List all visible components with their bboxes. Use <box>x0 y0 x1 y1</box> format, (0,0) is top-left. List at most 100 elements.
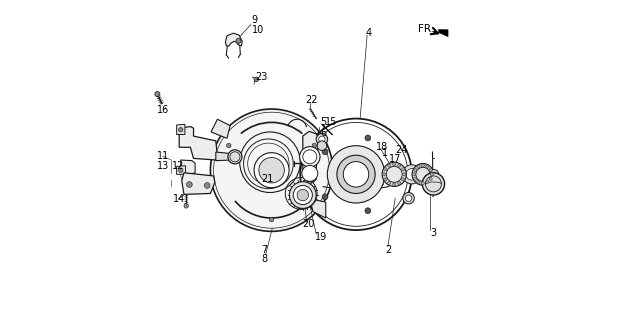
Circle shape <box>382 173 386 176</box>
Circle shape <box>429 168 432 172</box>
Polygon shape <box>211 119 230 138</box>
Circle shape <box>406 169 418 180</box>
Polygon shape <box>216 152 234 161</box>
Text: 23: 23 <box>255 72 268 82</box>
Circle shape <box>417 165 420 168</box>
Text: 11: 11 <box>157 151 169 161</box>
Text: 8: 8 <box>262 254 267 264</box>
Circle shape <box>319 136 325 142</box>
Circle shape <box>289 182 316 208</box>
Circle shape <box>421 164 424 167</box>
Circle shape <box>322 149 328 155</box>
Circle shape <box>429 177 432 180</box>
Text: 19: 19 <box>316 232 327 242</box>
Polygon shape <box>303 131 319 182</box>
Text: 14: 14 <box>173 194 185 204</box>
Polygon shape <box>310 199 326 218</box>
Circle shape <box>210 109 333 231</box>
Circle shape <box>398 164 401 167</box>
Circle shape <box>312 143 317 148</box>
Circle shape <box>300 147 320 167</box>
Circle shape <box>293 186 312 204</box>
Text: 9: 9 <box>252 15 258 25</box>
Circle shape <box>230 152 240 162</box>
Text: 21: 21 <box>261 174 274 184</box>
Circle shape <box>387 181 391 185</box>
Circle shape <box>384 168 387 171</box>
Circle shape <box>382 162 406 187</box>
Circle shape <box>423 173 444 195</box>
Circle shape <box>426 180 429 184</box>
Circle shape <box>414 168 417 172</box>
Circle shape <box>412 164 434 185</box>
Text: 10: 10 <box>252 25 264 35</box>
Circle shape <box>316 133 327 145</box>
Polygon shape <box>439 29 448 37</box>
Circle shape <box>401 178 404 181</box>
Circle shape <box>254 153 289 188</box>
Circle shape <box>403 193 414 204</box>
Text: 12: 12 <box>172 161 185 172</box>
Polygon shape <box>177 166 185 174</box>
Circle shape <box>393 163 396 166</box>
Circle shape <box>254 77 259 82</box>
Text: 1: 1 <box>382 148 388 158</box>
Polygon shape <box>179 126 217 160</box>
Circle shape <box>429 170 439 179</box>
Circle shape <box>417 180 420 184</box>
Circle shape <box>401 168 404 171</box>
Circle shape <box>178 168 183 172</box>
Circle shape <box>302 165 318 181</box>
Circle shape <box>365 135 371 141</box>
Text: 16: 16 <box>157 105 169 115</box>
Text: 2: 2 <box>385 245 391 255</box>
Circle shape <box>337 155 375 194</box>
Circle shape <box>327 146 385 203</box>
Text: 20: 20 <box>302 219 315 229</box>
Circle shape <box>204 183 210 188</box>
Text: 5: 5 <box>321 117 327 127</box>
Circle shape <box>317 141 327 150</box>
Text: 4: 4 <box>366 28 372 37</box>
Text: 15: 15 <box>325 117 337 127</box>
Text: 24: 24 <box>395 145 408 155</box>
Text: FR.: FR. <box>418 24 433 34</box>
Circle shape <box>414 177 417 180</box>
Text: 3: 3 <box>430 228 436 238</box>
Circle shape <box>297 189 309 201</box>
Circle shape <box>391 172 397 177</box>
Circle shape <box>384 178 387 181</box>
Circle shape <box>430 173 433 176</box>
Circle shape <box>386 166 403 182</box>
Text: 13: 13 <box>157 161 169 172</box>
Circle shape <box>393 183 396 186</box>
Circle shape <box>398 181 401 185</box>
Text: 7: 7 <box>262 245 268 255</box>
Circle shape <box>343 162 369 187</box>
Text: 17: 17 <box>389 154 401 164</box>
Circle shape <box>322 194 328 200</box>
Polygon shape <box>225 33 242 46</box>
Circle shape <box>269 217 274 222</box>
Circle shape <box>178 127 183 132</box>
Text: 6: 6 <box>321 128 326 138</box>
Circle shape <box>187 182 192 188</box>
Circle shape <box>403 173 406 176</box>
Circle shape <box>155 92 160 97</box>
Circle shape <box>406 195 412 201</box>
Text: 18: 18 <box>376 142 388 152</box>
Circle shape <box>365 208 371 213</box>
Circle shape <box>413 173 416 176</box>
Circle shape <box>236 38 241 44</box>
Polygon shape <box>181 160 195 174</box>
Circle shape <box>403 165 421 184</box>
Circle shape <box>421 182 424 185</box>
Polygon shape <box>177 124 185 134</box>
Circle shape <box>228 150 242 164</box>
Circle shape <box>240 132 300 193</box>
Circle shape <box>184 204 188 208</box>
Circle shape <box>426 165 429 168</box>
Circle shape <box>227 143 231 148</box>
Text: 22: 22 <box>305 95 317 105</box>
Circle shape <box>416 167 430 181</box>
